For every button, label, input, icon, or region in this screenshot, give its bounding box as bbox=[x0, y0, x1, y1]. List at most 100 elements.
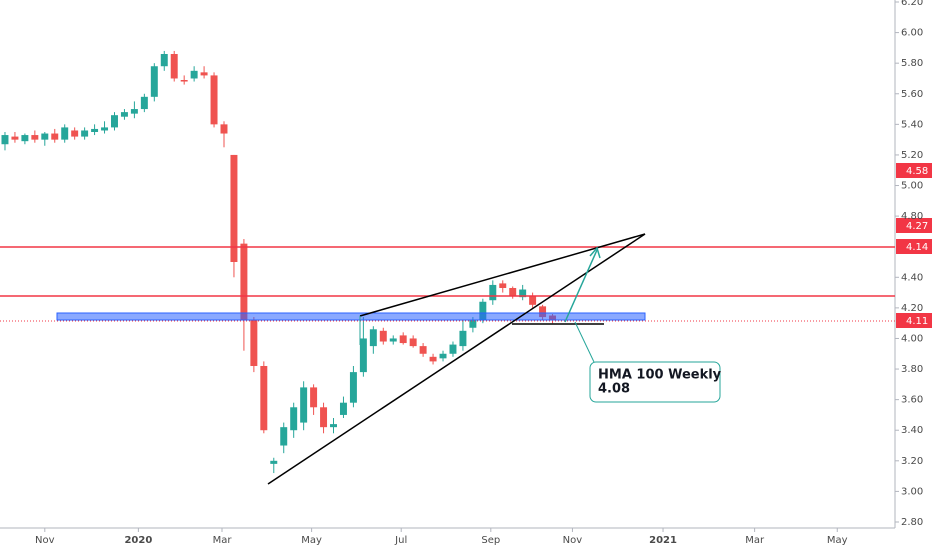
candle-body bbox=[240, 243, 248, 321]
candle-body bbox=[190, 70, 198, 79]
candle-body bbox=[1, 135, 9, 145]
candle-body bbox=[41, 133, 49, 140]
candle-body bbox=[469, 320, 477, 328]
x-tick-label: Nov bbox=[35, 535, 55, 546]
price-label: 4.11 bbox=[906, 316, 928, 327]
candle-body bbox=[499, 283, 507, 288]
candle-body bbox=[479, 301, 487, 321]
x-tick-label: 2021 bbox=[649, 535, 677, 546]
candle-body bbox=[180, 80, 188, 82]
candle-body bbox=[349, 372, 357, 403]
candle-body bbox=[389, 338, 397, 342]
candle-body bbox=[210, 75, 218, 125]
candle-body bbox=[81, 130, 89, 137]
y-tick-label: 5.00 bbox=[901, 181, 923, 192]
y-tick-label: 2.80 bbox=[901, 517, 923, 528]
candle-body bbox=[280, 427, 288, 446]
x-tick-label: 2020 bbox=[124, 535, 152, 546]
candle-body bbox=[91, 128, 99, 132]
arrow-head bbox=[589, 246, 601, 259]
candle-body bbox=[379, 330, 387, 342]
price-label: 4.58 bbox=[906, 166, 928, 177]
candle-body bbox=[439, 353, 447, 359]
candle-body bbox=[330, 424, 337, 428]
candle-body bbox=[51, 133, 59, 140]
candle-body bbox=[310, 387, 318, 408]
candle-body bbox=[31, 135, 39, 140]
candle-body bbox=[111, 115, 118, 128]
y-tick-label: 5.80 bbox=[901, 58, 923, 69]
y-tick-label: 4.20 bbox=[901, 303, 923, 314]
candle-body bbox=[489, 284, 497, 301]
y-tick-label: 4.00 bbox=[901, 333, 923, 344]
candle-body bbox=[200, 72, 208, 76]
candle-body bbox=[101, 127, 109, 131]
drawings: HMA 100 Weekly 4.08 bbox=[0, 233, 895, 485]
candle-body bbox=[339, 402, 347, 415]
price-label-bg bbox=[896, 218, 932, 233]
y-tick-label: 3.40 bbox=[901, 425, 923, 436]
candle-body bbox=[429, 356, 437, 362]
x-tick-label: May bbox=[301, 535, 322, 546]
price-label-bg bbox=[896, 163, 932, 178]
arrow bbox=[564, 249, 598, 323]
price-labels: 4.58 4.27 4.14 4.11 bbox=[896, 163, 932, 328]
x-tick-label: Nov bbox=[563, 535, 583, 546]
candle-body bbox=[230, 154, 238, 262]
y-tick-label: 3.20 bbox=[901, 456, 923, 467]
y-tick-label: 6.00 bbox=[901, 28, 923, 39]
candle-body bbox=[130, 109, 138, 114]
candle-body bbox=[140, 96, 148, 110]
support-zone bbox=[56, 312, 646, 321]
callout-text: HMA 100 Weekly bbox=[598, 368, 722, 383]
y-tick-label: 3.80 bbox=[901, 364, 923, 375]
y-tick-label: 3.60 bbox=[901, 395, 923, 406]
callout-pointer bbox=[574, 321, 595, 363]
candle-body bbox=[250, 320, 258, 366]
candle-body bbox=[509, 287, 517, 296]
callout-box bbox=[589, 361, 721, 403]
callout-text: 4.08 bbox=[598, 382, 630, 397]
y-tick-label: 3.00 bbox=[901, 486, 923, 497]
y-tick-label: 4.40 bbox=[901, 272, 923, 283]
y-tick-label: 5.20 bbox=[901, 150, 923, 161]
candle-body bbox=[290, 407, 298, 431]
candle-body bbox=[21, 135, 29, 142]
price-label-bg bbox=[896, 313, 932, 328]
x-tick-label: May bbox=[827, 535, 848, 546]
candle-body bbox=[419, 346, 427, 354]
candle-body bbox=[220, 124, 228, 134]
y-tick-label: 5.40 bbox=[901, 119, 923, 130]
candle-body bbox=[300, 387, 308, 423]
y-tick-label: 4.80 bbox=[901, 211, 923, 222]
price-label: 4.27 bbox=[906, 221, 928, 232]
candle-body bbox=[11, 136, 19, 140]
x-tick-label: Jul bbox=[394, 535, 407, 546]
candle-body bbox=[539, 306, 547, 318]
candle-body bbox=[160, 54, 168, 67]
candle-body bbox=[519, 289, 527, 298]
x-tick-label: Mar bbox=[745, 535, 765, 546]
y-tick-label: 6.20 bbox=[901, 0, 923, 8]
candle-body bbox=[71, 130, 79, 137]
x-tick-label: Mar bbox=[213, 535, 233, 546]
candle-body bbox=[369, 329, 377, 347]
candle-body bbox=[320, 407, 328, 428]
candle-body bbox=[399, 335, 407, 344]
price-label: 4.14 bbox=[906, 242, 928, 253]
candle-body bbox=[61, 127, 69, 140]
trend-line bbox=[267, 233, 646, 485]
candle-body bbox=[409, 338, 417, 347]
candle-body bbox=[449, 344, 457, 354]
candle-body bbox=[459, 330, 467, 347]
x-tick-label: Sep bbox=[481, 535, 500, 546]
candle-body bbox=[270, 460, 278, 464]
candle-body bbox=[529, 295, 537, 305]
candle-body bbox=[120, 112, 128, 117]
candle-body bbox=[150, 66, 158, 97]
candle-body bbox=[260, 365, 268, 431]
price-label-bg bbox=[896, 239, 932, 254]
y-tick-label: 5.60 bbox=[901, 89, 923, 100]
